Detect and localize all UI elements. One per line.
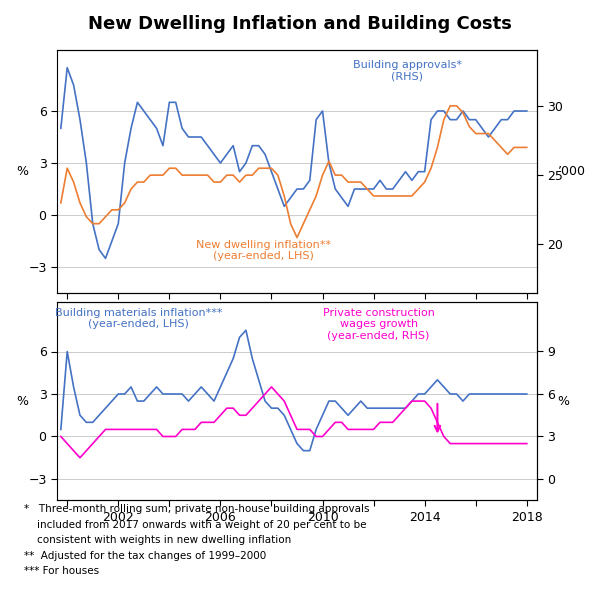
Text: Building materials inflation***
(year-ended, LHS): Building materials inflation*** (year-en… [55,308,223,330]
Text: New Dwelling Inflation and Building Costs: New Dwelling Inflation and Building Cost… [88,15,512,33]
Y-axis label: ’000: ’000 [557,165,586,178]
Y-axis label: %: % [17,165,29,178]
Text: **  Adjusted for the tax changes of 1999–2000: ** Adjusted for the tax changes of 1999–… [24,551,266,561]
Text: *** For houses: *** For houses [24,566,99,576]
Text: New dwelling inflation**
(year-ended, LHS): New dwelling inflation** (year-ended, LH… [196,240,331,261]
Y-axis label: %: % [17,395,29,407]
Text: Private construction
wages growth
(year-ended, RHS): Private construction wages growth (year-… [323,308,434,341]
Text: Building approvals*
(RHS): Building approvals* (RHS) [353,60,462,82]
Text: included from 2017 onwards with a weight of 20 per cent to be: included from 2017 onwards with a weight… [24,520,367,530]
Y-axis label: %: % [558,395,570,407]
Text: consistent with weights in new dwelling inflation: consistent with weights in new dwelling … [24,535,291,545]
Text: *   Three-month rolling sum; private non-house building approvals: * Three-month rolling sum; private non-h… [24,504,370,514]
